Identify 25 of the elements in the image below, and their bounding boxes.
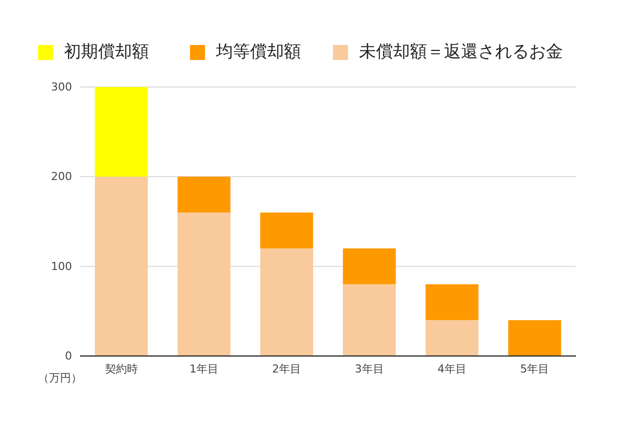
bar (426, 320, 478, 356)
y-axis-title: （万円） (38, 372, 82, 384)
x-tick-label: 5年目 (520, 362, 550, 376)
bar (342, 248, 396, 284)
bar (94, 87, 148, 177)
bar (342, 284, 396, 356)
legend-label: 初期償却額 (64, 42, 149, 62)
x-tick-label: 契約時 (104, 362, 138, 376)
x-tick-label: 4年目 (438, 362, 466, 376)
x-tick-label: 2年目 (272, 362, 302, 376)
bar (94, 176, 148, 356)
legend-label: 未償却額＝返還されるお金 (359, 42, 563, 62)
bar (260, 248, 314, 356)
bar (178, 212, 230, 356)
bar (508, 320, 562, 356)
bar (260, 212, 314, 248)
y-tick-label: 200 (51, 170, 72, 184)
y-tick-label: 300 (51, 80, 72, 94)
bar (178, 176, 230, 213)
x-tick-label: 3年目 (354, 362, 384, 376)
y-tick-label: 100 (51, 260, 72, 273)
legend-label: 均等償却額 (215, 42, 301, 62)
y-tick-label: 0 (65, 350, 72, 362)
bar (426, 284, 478, 320)
x-tick-label: 1年目 (190, 362, 218, 376)
